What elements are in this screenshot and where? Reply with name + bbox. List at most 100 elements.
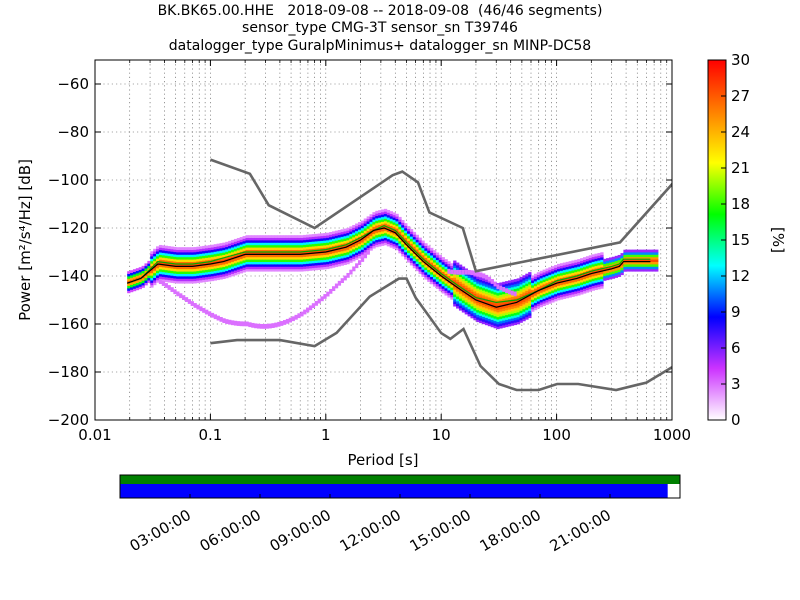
density-cell [228, 248, 232, 251]
density-cell [525, 316, 529, 320]
density-cell [130, 282, 134, 285]
density-cell [603, 273, 607, 276]
density-cell [608, 259, 613, 263]
density-cell [519, 276, 523, 280]
density-cell [513, 307, 518, 311]
density-cell [164, 252, 168, 256]
density-cell [360, 246, 365, 250]
density-cell [571, 286, 575, 290]
density-cell [415, 263, 419, 267]
density-cell [308, 236, 313, 240]
density-cell [147, 265, 151, 269]
density-cell [369, 240, 373, 244]
density-cell [311, 267, 316, 271]
density-cell [562, 264, 567, 268]
density-cell [288, 259, 293, 262]
density-cell [476, 276, 480, 279]
density-cell [542, 284, 546, 287]
density-cell [487, 282, 492, 286]
density-cell [225, 268, 229, 272]
density-cell [632, 264, 636, 267]
density-cell [271, 249, 275, 253]
density-cell [366, 228, 370, 232]
density-cell [456, 305, 460, 309]
density-cell [507, 314, 512, 317]
density-cell [262, 249, 267, 253]
density-cell [525, 278, 529, 282]
density-cell [655, 252, 659, 255]
density-cell [251, 322, 255, 328]
density-cell [585, 268, 590, 272]
density-cell [161, 281, 166, 286]
density-cell [262, 240, 267, 243]
density-cell [205, 309, 209, 315]
density-cell [427, 274, 431, 278]
density-cell [259, 247, 264, 250]
density-cell [557, 283, 561, 286]
density-cell [401, 232, 405, 235]
density-cell [513, 310, 518, 314]
density-cell [456, 293, 460, 297]
density-cell [231, 259, 235, 262]
density-cell [588, 257, 593, 261]
density-cell [525, 283, 529, 287]
title-line-datalogger: datalogger_type GuralpMinimus+ datalogge… [168, 38, 592, 54]
density-cell [456, 298, 460, 302]
density-cell [179, 247, 183, 250]
density-cell [150, 272, 154, 276]
density-cell [528, 272, 532, 275]
density-cell [282, 244, 287, 248]
density-cell [262, 254, 267, 258]
density-cell [135, 280, 140, 283]
density-cell [297, 242, 301, 246]
density-cell [456, 296, 460, 299]
density-cell [490, 283, 494, 287]
density-cell [167, 246, 171, 249]
density-cell [179, 273, 183, 277]
density-cell [343, 247, 347, 251]
density-cell [383, 220, 388, 224]
density-cell [349, 255, 353, 259]
density-cell [314, 265, 318, 268]
density-cell [184, 271, 189, 274]
density-cell [184, 280, 189, 284]
density-cell [282, 254, 287, 258]
density-cell [519, 305, 523, 309]
density-cell [314, 236, 318, 240]
density-cell [317, 255, 321, 258]
density-cell [158, 268, 163, 272]
density-cell [303, 242, 307, 245]
density-cell [210, 261, 215, 265]
density-cell [386, 243, 391, 247]
density-cell [603, 258, 607, 262]
density-cell [245, 249, 249, 253]
density-cell [294, 247, 298, 250]
density-cell [565, 273, 569, 277]
density-cell [164, 264, 168, 268]
density-cell [562, 281, 567, 285]
density-cell [432, 276, 437, 280]
density-cell [332, 240, 336, 244]
density-cell [580, 262, 584, 266]
density-cell [297, 235, 301, 238]
density-cell [453, 303, 457, 307]
density-cell [303, 246, 307, 250]
density-cell [242, 245, 246, 249]
density-cell [308, 239, 313, 242]
density-cell [629, 268, 633, 272]
density-cell [179, 249, 183, 253]
density-cell [271, 254, 275, 258]
density-cell [144, 282, 148, 286]
density-cell [164, 255, 168, 259]
density-cell [176, 252, 180, 255]
density-cell [233, 262, 238, 266]
density-cell [519, 288, 523, 292]
density-cell [256, 268, 261, 272]
density-cell [256, 237, 261, 241]
density-cell [456, 281, 460, 285]
density-cell [280, 321, 284, 326]
density-cell [473, 288, 477, 292]
density-cell [539, 275, 544, 279]
density-cell [559, 263, 564, 267]
density-cell [487, 301, 492, 305]
